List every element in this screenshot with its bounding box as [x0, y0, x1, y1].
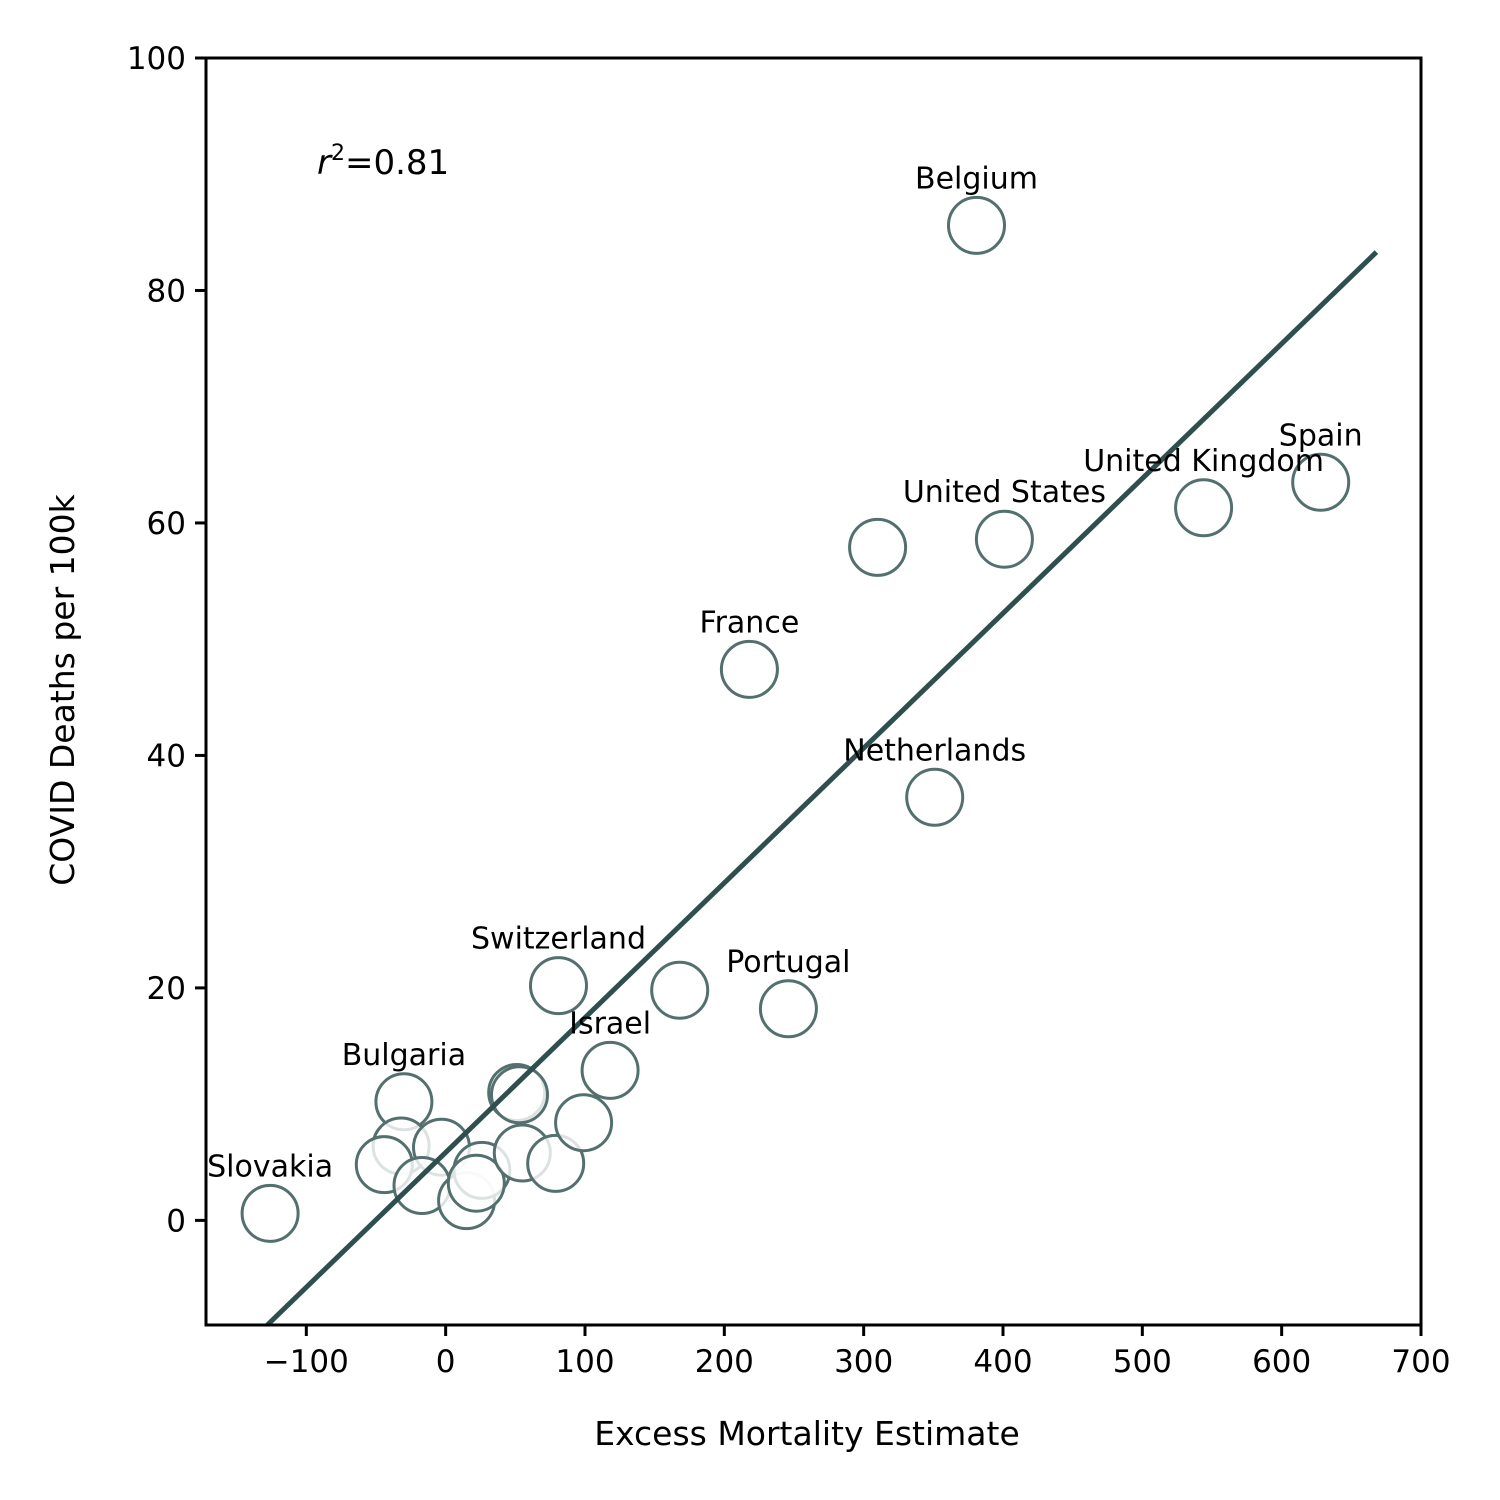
point-label: Switzerland — [471, 922, 646, 957]
data-point — [905, 767, 965, 827]
data-point — [650, 960, 710, 1020]
axes: −100 0 100 200 300 400 500 600 700 0 20 40 60 80 100 — [127, 41, 1451, 1380]
x-tick-label: 600 — [1252, 1344, 1311, 1380]
data-point — [848, 517, 908, 577]
x-tick-label: 400 — [973, 1344, 1032, 1380]
point-label: United States — [903, 475, 1106, 510]
y-tick-label: 0 — [166, 1203, 186, 1239]
point-label: Netherlands — [843, 733, 1026, 768]
data-point — [526, 1133, 586, 1193]
data-point — [1291, 452, 1351, 512]
data-point — [446, 1153, 506, 1213]
x-tick-label: 500 — [1113, 1344, 1172, 1380]
data-point — [1174, 478, 1234, 538]
data-point — [240, 1183, 300, 1243]
y-tick-label: 60 — [147, 506, 186, 542]
r-squared-annotation: r2=0.81 — [317, 141, 449, 183]
data-point — [529, 956, 588, 1016]
point-label: Bulgaria — [342, 1038, 466, 1073]
x-tick-label: 300 — [834, 1344, 893, 1380]
x-tick-label: 0 — [436, 1344, 456, 1380]
y-tick-label: 20 — [147, 971, 186, 1007]
point-label: United Kingdom — [1083, 444, 1324, 479]
r-symbol: r — [317, 143, 333, 183]
y-tick-label: 80 — [147, 273, 186, 309]
x-axis-title: Excess Mortality Estimate — [594, 1414, 1020, 1453]
y-tick-label: 100 — [127, 41, 186, 77]
x-tick-label: 200 — [695, 1344, 754, 1380]
y-axis-title: COVID Deaths per 100k — [43, 493, 82, 885]
data-point — [758, 979, 818, 1039]
x-tick-label: 700 — [1391, 1344, 1450, 1380]
point-label: France — [700, 605, 800, 640]
point-label: Spain — [1279, 418, 1363, 453]
data-point — [719, 639, 779, 699]
x-tick-label: 100 — [555, 1344, 614, 1380]
data-point — [580, 1040, 640, 1100]
plot-frame — [204, 56, 1423, 1327]
y-tick-label: 40 — [147, 738, 186, 774]
data-point — [490, 1065, 549, 1125]
point-label: Israel — [569, 1006, 651, 1041]
data-point — [974, 509, 1034, 569]
regression-line — [265, 250, 1379, 1325]
r-superscript: 2 — [331, 141, 345, 166]
data-point — [947, 195, 1006, 255]
data-point — [554, 1093, 614, 1153]
plot-marks: Slovakia Bulgaria Israel Switzerland Portuga… — [207, 161, 1379, 1325]
r-squared-value: =0.81 — [345, 143, 449, 183]
x-tick-label: −100 — [264, 1344, 349, 1380]
point-label: Portugal — [726, 945, 850, 980]
point-label: Belgium — [915, 161, 1038, 196]
point-label: Slovakia — [207, 1149, 333, 1184]
plot-area — [240, 195, 1379, 1325]
